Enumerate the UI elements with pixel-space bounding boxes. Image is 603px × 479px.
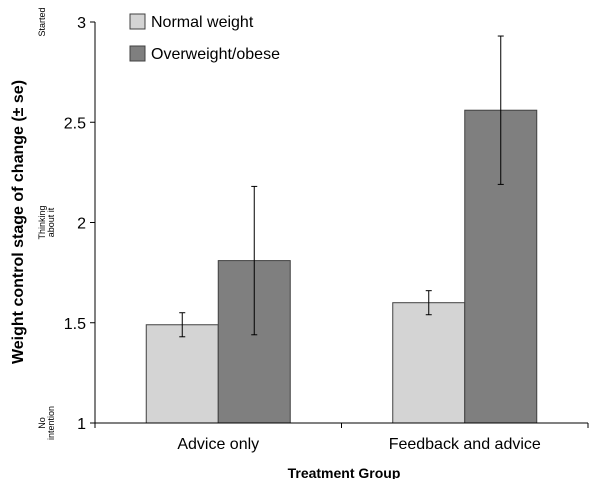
legend-label: Normal weight	[151, 14, 254, 31]
stage-label: about it	[46, 207, 56, 237]
stage-label: Started	[37, 7, 47, 36]
x-tick-label: Feedback and advice	[389, 436, 541, 453]
x-tick-label: Advice only	[177, 436, 259, 453]
y-tick-label: 1.5	[64, 316, 86, 333]
legend: Normal weight Overweight/obese	[129, 13, 280, 63]
y-axis-ticks: 1 1.5 2 2.5 3	[64, 15, 95, 433]
legend-swatch	[129, 13, 146, 30]
y-tick-label: 1	[77, 416, 86, 433]
plot-area	[145, 35, 538, 424]
x-axis-ticks: Advice only Feedback and advice	[94, 423, 589, 453]
legend-swatch	[129, 45, 146, 62]
bar	[145, 324, 219, 424]
bar	[392, 302, 466, 424]
stage-label: No	[37, 417, 47, 429]
y-axis-title: Weight control stage of change (± se)	[10, 80, 27, 364]
error-bars	[179, 35, 504, 338]
y-tick-label: 3	[77, 15, 86, 32]
stage-label: intention	[46, 406, 56, 440]
stage-labels: No intention Thinking about it Started	[37, 7, 56, 440]
stage-label: Thinking	[37, 205, 47, 239]
y-tick-label: 2	[77, 216, 86, 233]
legend-label: Overweight/obese	[151, 46, 280, 63]
x-axis-title: Treatment Group	[288, 465, 401, 479]
bars	[145, 109, 538, 424]
y-tick-label: 2.5	[64, 115, 86, 132]
